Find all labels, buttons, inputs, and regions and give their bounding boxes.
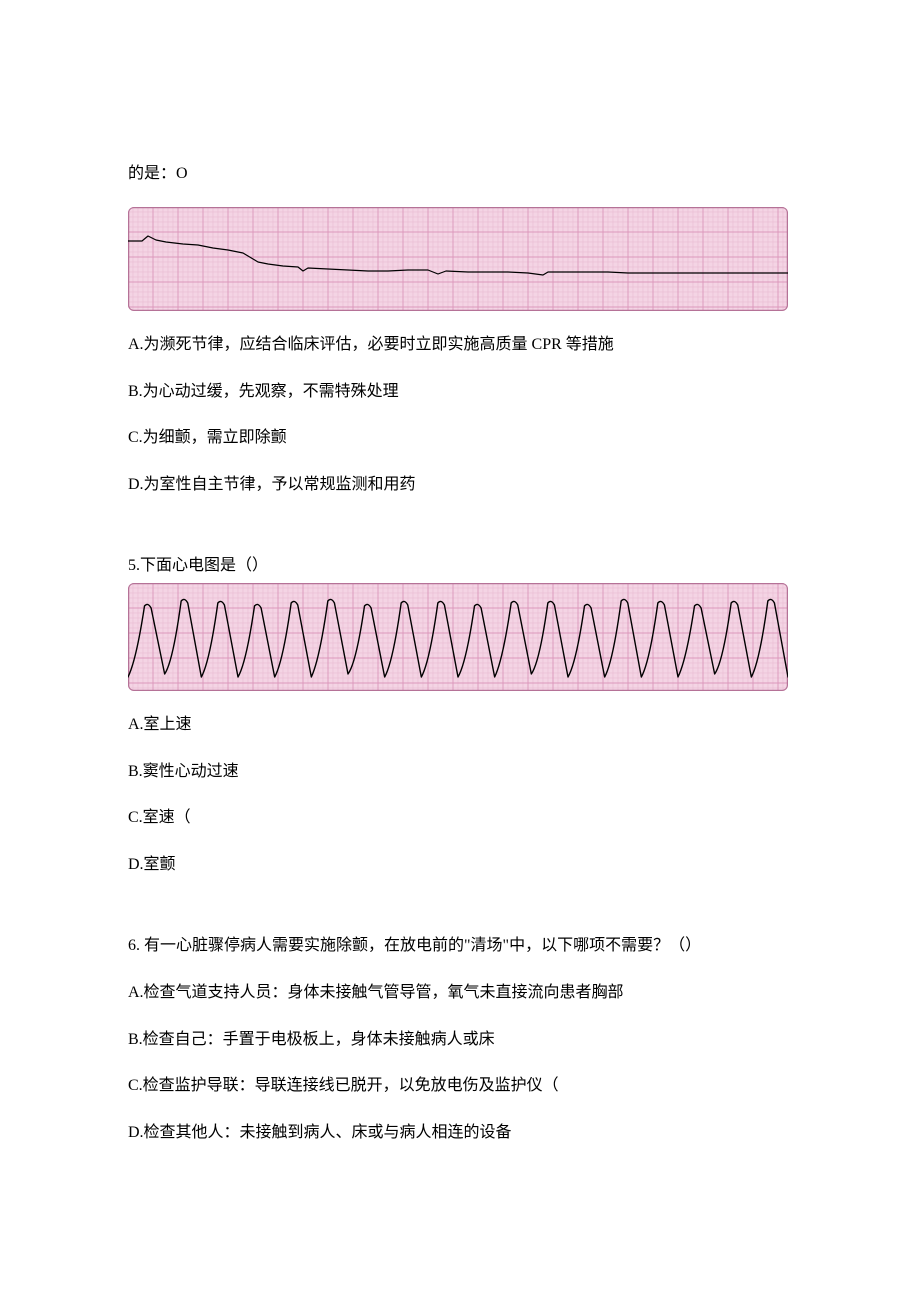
q4-option-b: B.为心动过缓，先观察，不需特殊处理	[128, 378, 792, 407]
q5-option-b: B.窦性心动过速	[128, 758, 792, 787]
q4-option-c: C.为细颤，需立即除颤	[128, 424, 792, 453]
q6-option-b: B.检查自己：手置于电极板上，身体未接触病人或床	[128, 1026, 792, 1055]
q5-option-a: A.室上速	[128, 711, 792, 740]
q6-stem: 6. 有一心脏骤停病人需要实施除颤，在放电前的"清场"中，以下哪项不需要？（）	[128, 932, 792, 961]
q5-ecg-svg	[128, 583, 788, 691]
q4-option-d: D.为室性自主节律，予以常规监测和用药	[128, 471, 792, 500]
q6-option-a: A.检查气道支持人员：身体未接触气管导管，氧气未直接流向患者胸部	[128, 979, 792, 1008]
q4-ecg-figure	[128, 207, 792, 311]
q5-option-c: C.室速（	[128, 804, 792, 833]
q5-ecg-figure	[128, 583, 792, 691]
document-page: 的是：O A.为濒死节律，应结合临床评估，必要时立即实施高质量 CPR 等措施 …	[0, 0, 920, 1286]
q6-option-d: D.检查其他人：未接触到病人、床或与病人相连的设备	[128, 1119, 792, 1148]
q4-ecg-svg	[128, 207, 788, 311]
q6-option-c: C.检查监护导联：导联连接线已脱开，以免放电伤及监护仪（	[128, 1072, 792, 1101]
q4-stem-partial: 的是：O	[128, 160, 792, 189]
q4-option-a: A.为濒死节律，应结合临床评估，必要时立即实施高质量 CPR 等措施	[128, 331, 792, 360]
q5-stem: 5.下面心电图是（）	[128, 552, 792, 581]
q5-option-d: D.室颤	[128, 851, 792, 880]
